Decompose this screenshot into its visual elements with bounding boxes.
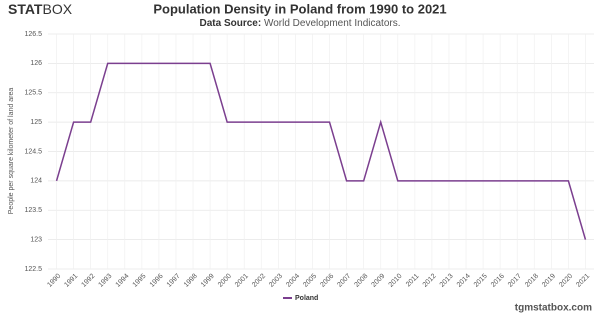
x-tick-label: 2003 [268, 273, 284, 289]
x-tick-label: 2005 [302, 273, 318, 289]
x-tick-label: 2020 [558, 273, 574, 289]
y-tick-label: 122.5 [24, 266, 42, 273]
y-tick-label: 123.5 [24, 207, 42, 214]
x-tick-label: 2019 [541, 273, 557, 289]
x-tick-label: 2008 [353, 273, 369, 289]
y-tick-label: 126 [30, 60, 42, 67]
x-tick-label: 1996 [149, 273, 165, 289]
x-tick-label: 2012 [422, 273, 438, 289]
x-tick-label: 2016 [490, 273, 506, 289]
x-tick-label: 1992 [80, 273, 96, 289]
x-tick-label: 2018 [524, 273, 540, 289]
subtitle-text: World Development Indicators. [264, 18, 401, 29]
logo: STATBOX [8, 1, 73, 17]
x-tick-label: 2015 [473, 273, 489, 289]
x-tick-label: 2009 [370, 273, 386, 289]
x-tick-label: 2014 [456, 273, 472, 289]
y-tick-label: 123 [30, 236, 42, 243]
x-tick-label: 1995 [132, 273, 148, 289]
x-tick-label: 1991 [63, 273, 79, 289]
x-tick-label: 2000 [217, 273, 233, 289]
x-tick-label: 1994 [115, 273, 131, 289]
x-tick-label: 1990 [46, 273, 62, 289]
footer: tgmstatbox.com [515, 303, 592, 314]
y-tick-label: 124.5 [24, 148, 42, 155]
x-tick-label: 1997 [166, 273, 182, 289]
x-tick-label: 2006 [319, 273, 335, 289]
x-tick-label: 1993 [97, 273, 113, 289]
line [55, 62, 587, 240]
x-tick-label: 2017 [507, 273, 523, 289]
subtitle-label: Data Source: [199, 18, 261, 29]
x-tick-label: 2001 [234, 273, 250, 289]
subtitle: Data Source: World Development Indicator… [199, 18, 400, 29]
legend-label: Poland [295, 295, 318, 302]
x-tick-label: 2013 [439, 273, 455, 289]
x-tick-label: 2002 [251, 273, 267, 289]
x-tick-label: 2004 [285, 273, 301, 289]
y-tick-label: 125.5 [24, 90, 42, 97]
x-tick-label: 2021 [575, 273, 591, 289]
y-tick-label: 126.5 [24, 31, 42, 38]
x-tick-label: 2011 [405, 273, 421, 289]
x-tick-label: 1999 [200, 273, 216, 289]
chart-title: Population Density in Poland from 1990 t… [153, 1, 446, 16]
x-tick-label: 2007 [336, 273, 352, 289]
x-tick-label: 2010 [388, 273, 404, 289]
x-tick-label: 1998 [183, 273, 199, 289]
y-tick-label: 124 [30, 178, 42, 185]
y-axis-label: People per square kilometer of land area [8, 88, 15, 215]
y-tick-label: 125 [30, 119, 42, 126]
